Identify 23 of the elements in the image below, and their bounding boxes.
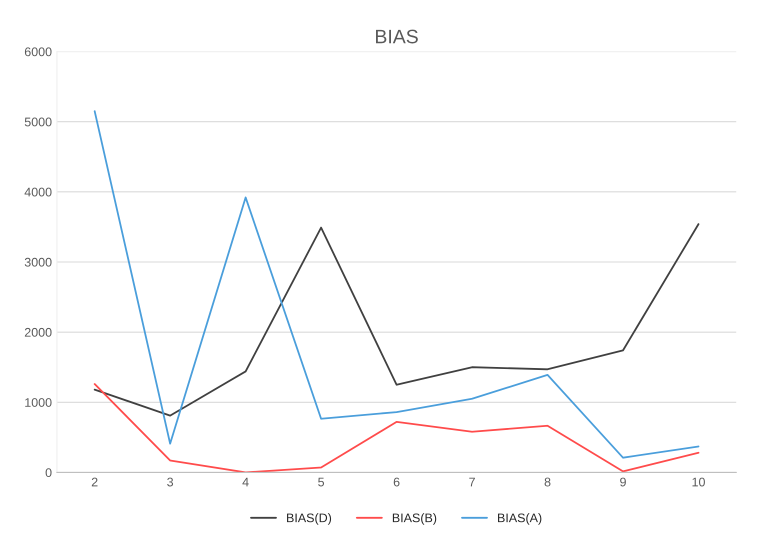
x-tick-label: 4: [242, 478, 249, 486]
chart-title: BIAS: [376, 30, 418, 44]
x-tick-label: 7: [469, 478, 475, 486]
y-tick-label: 6000: [24, 47, 52, 56]
legend-label: BIAS(D): [287, 513, 332, 525]
legend-label: BIAS(A): [498, 513, 542, 525]
x-tick-label: 3: [167, 478, 174, 486]
y-tick-label: 1000: [25, 398, 52, 407]
line-series: [94, 223, 700, 417]
y-tick-label: 4000: [24, 188, 52, 197]
y-tick-label: 3000: [24, 258, 52, 267]
x-tick-label: 9: [620, 478, 626, 486]
legend-label: BIAS(B): [392, 513, 436, 525]
x-tick-label: 2: [92, 478, 98, 486]
x-tick-label: 8: [544, 478, 550, 486]
y-tick-label: 0: [46, 468, 52, 478]
line-series: [94, 110, 700, 459]
x-tick-label: 5: [318, 478, 324, 486]
y-tick-label: 5000: [24, 118, 52, 126]
x-tick-label: 10: [692, 478, 705, 486]
line-series: [94, 383, 700, 472]
x-tick-label: 6: [394, 478, 400, 486]
y-tick-label: 2000: [24, 328, 52, 337]
